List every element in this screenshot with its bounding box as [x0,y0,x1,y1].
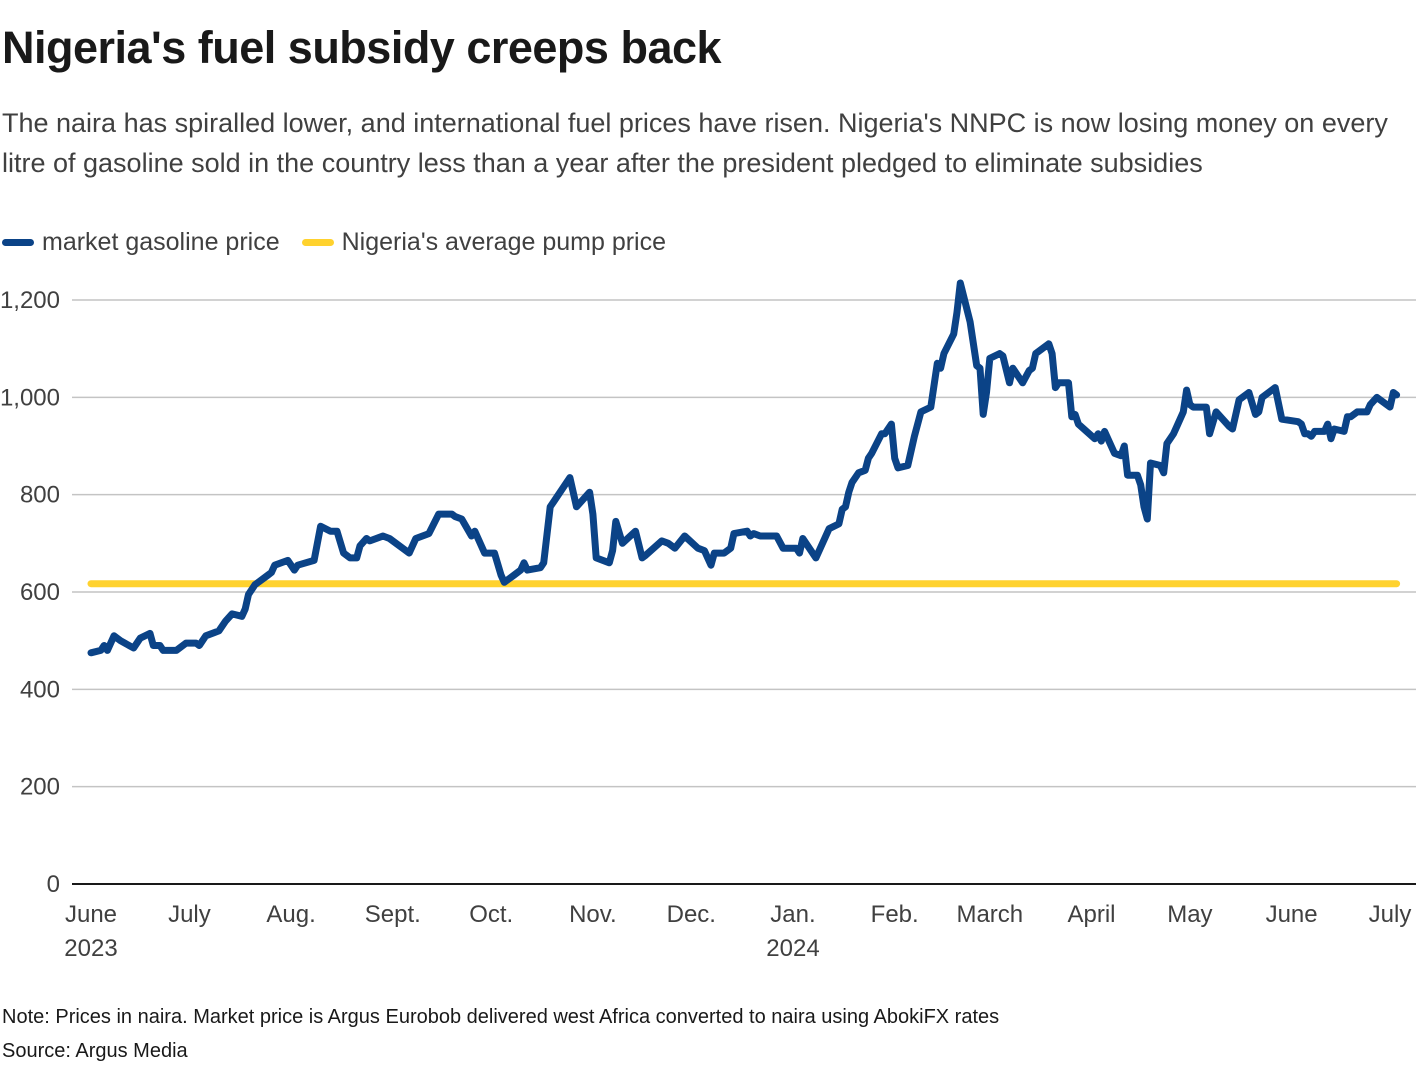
x-tick-label: June [65,901,117,928]
legend-label-pump-price: Nigeria's average pump price [341,228,667,256]
y-tick-label: 0 [47,871,60,898]
y-tick-label: 400 [20,676,60,703]
legend-item-pump-price: Nigeria's average pump price [301,228,667,257]
chart-subtitle: The naira has spiralled lower, and inter… [2,108,1388,178]
gridlines [72,299,1416,885]
x-tick-label: May [1167,901,1212,928]
x-tick-label: July [1369,901,1412,928]
y-tick-label: 1,200 [0,287,60,314]
y-tick-label: 600 [20,579,60,606]
x-tick-label: July [168,901,211,928]
x-tick-label: Sept. [365,901,421,928]
x-tick-label: Jan. [770,901,815,928]
x-tick-sublabel: 2024 [766,935,819,962]
series-line-market-gasoline-price [87,279,1401,657]
y-tick-label: 1,000 [0,384,60,411]
y-tick-label: 800 [20,482,60,509]
legend: market gasoline price Nigeria's average … [2,228,666,257]
legend-swatch-pump-price [301,239,334,246]
x-tick-sublabel: 2023 [64,935,117,962]
x-tick-label: Nov. [569,901,617,928]
x-tick-label: March [956,901,1023,928]
legend-label-market-price: market gasoline price [42,228,280,256]
legend-swatch-market-price [2,239,34,246]
y-axis-labels: 0 200 400 600 800 1,000 1,200 [0,287,60,898]
x-tick-label: Aug. [266,901,315,928]
x-tick-label: Dec. [667,901,716,928]
chart-source: Source: Argus Media [2,1040,188,1062]
y-tick-label: 200 [20,774,60,801]
x-tick-label: June [1266,901,1318,928]
x-tick-label: Feb. [871,901,919,928]
x-axis-labels: June 2023 July Aug. Sept. Oct. Nov. Dec. Jan. 202… [64,901,1411,962]
legend-item-market-price: market gasoline price [2,228,280,257]
x-tick-label: April [1067,901,1115,928]
chart-note: Note: Prices in naira. Market price is A… [2,1006,1000,1028]
x-tick-label: Oct. [469,901,513,928]
series-lines [87,279,1401,657]
chart-title: Nigeria's fuel subsidy creeps back [2,22,722,73]
